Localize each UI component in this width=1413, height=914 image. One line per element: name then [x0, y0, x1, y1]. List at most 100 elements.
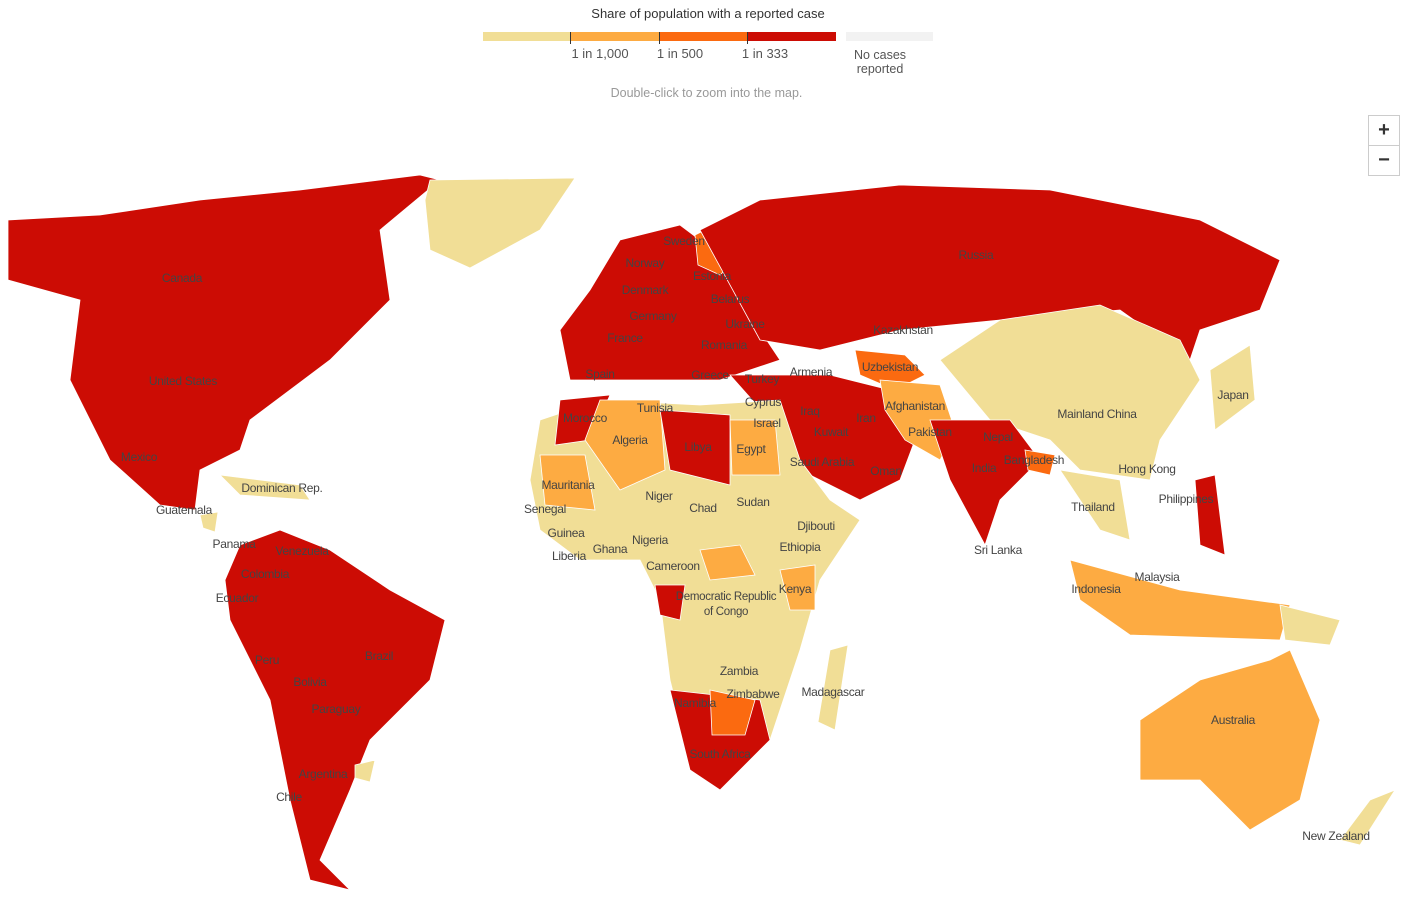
region: [1069, 559, 1291, 641]
country-label: South Africa: [689, 747, 751, 761]
country-label: Russia: [959, 248, 995, 262]
region: [199, 511, 219, 533]
region: [1209, 344, 1256, 431]
region: [654, 584, 686, 621]
region: [929, 419, 1041, 547]
country-label: Guatemala: [156, 503, 213, 517]
country-label: Democratic Republic of Congo: [676, 591, 777, 618]
country-label: Canada: [162, 271, 203, 285]
region: [584, 399, 666, 491]
country-label: New Zealand: [1302, 829, 1369, 843]
region: [224, 529, 446, 891]
country-label: Malaysia: [1135, 570, 1181, 584]
country-label: Zambia: [720, 664, 759, 678]
legend-swatch: [659, 32, 747, 41]
country-label: Sudan: [736, 495, 769, 509]
country-label: Nepal: [983, 430, 1013, 444]
region: [659, 409, 731, 486]
country-label: Turkey: [745, 372, 780, 386]
region: [1024, 449, 1056, 476]
region: [424, 177, 576, 269]
country-label: Niger: [645, 489, 672, 503]
country-label: Oman: [870, 464, 901, 478]
country-label: Namibia: [674, 696, 717, 710]
region: [1194, 474, 1226, 556]
region: [539, 454, 596, 511]
country-label: Panama: [213, 537, 257, 551]
legend-label: 1 in 333: [741, 46, 789, 61]
country-label: Australia: [1211, 713, 1256, 727]
note: Double-click to zoom into the map.: [610, 86, 803, 100]
region: [1139, 649, 1321, 831]
country-label: Ecuador: [216, 591, 259, 605]
country-label: Indonesia: [1071, 582, 1121, 596]
region: [1339, 789, 1397, 846]
country-label: Saudi Arabia: [790, 455, 855, 469]
country-label: France: [607, 331, 643, 345]
country-label: Bolivia: [293, 675, 327, 689]
country-label: Madagascar: [801, 685, 864, 699]
country-label: Greece: [691, 368, 729, 382]
country-label: Japan: [1217, 388, 1248, 402]
country-label: Israel: [753, 416, 781, 430]
country-label: Cyprus: [745, 395, 782, 409]
country-label: United States: [149, 374, 217, 388]
country-label: Paraguay: [312, 702, 361, 716]
country-label: Spain: [585, 367, 614, 381]
zoom-out[interactable]: −: [1368, 145, 1400, 176]
country-label: Kuwait: [814, 425, 849, 439]
country-label: Ethiopia: [780, 540, 822, 554]
country-label: Mauritania: [541, 478, 595, 492]
country-label: Uzbekistan: [862, 360, 918, 374]
country-label: Norway: [626, 256, 665, 270]
country-label: Bangladesh: [1004, 453, 1064, 467]
region: [699, 544, 756, 581]
country-label: Iran: [856, 411, 875, 425]
country-label: Germany: [629, 309, 677, 323]
legend-tick: [747, 32, 748, 44]
country-label: Senegal: [524, 502, 566, 516]
legend-label: 1 in 1,000: [571, 46, 629, 61]
country-label: Zimbabwe: [727, 687, 781, 701]
legend-swatch: [570, 32, 659, 41]
country-label: Venezuela: [275, 544, 329, 558]
legend-swatch: [747, 32, 836, 41]
region: [779, 564, 816, 611]
country-label: Mexico: [121, 450, 158, 464]
legend-swatch: [483, 32, 570, 41]
region: [709, 689, 756, 736]
legend-label: 1 in 500: [656, 46, 704, 61]
legend-title: Share of population with a reported case: [591, 6, 825, 21]
legend-swatch: [846, 32, 933, 41]
country-label: Liberia: [552, 549, 587, 563]
country-label: Nigeria: [632, 533, 669, 547]
country-label: Argentina: [299, 767, 348, 781]
country-label: Colombia: [241, 567, 290, 581]
region: [1279, 604, 1341, 646]
country-label: Sri Lanka: [974, 543, 1023, 557]
country-label: Egypt: [736, 442, 766, 456]
land: [7, 174, 1397, 891]
country-label: Kenya: [779, 582, 812, 596]
country-label: Estonia: [693, 269, 732, 283]
legend-label: No cases reported: [853, 48, 907, 76]
country-label: Morocco: [563, 411, 608, 425]
country-label: Afghanistan: [885, 399, 945, 413]
region: [7, 174, 441, 511]
country-label: Algeria: [612, 433, 648, 447]
country-label: Dominican Rep.: [241, 481, 322, 495]
country-label: Chile: [276, 790, 302, 804]
country-labels: Canada United States Mexico Guatemala Do…: [121, 234, 1370, 843]
country-label: Libya: [684, 440, 712, 454]
country-label: Chad: [689, 501, 717, 515]
country-label: Peru: [255, 653, 279, 667]
region: [817, 644, 849, 731]
country-label: Ghana: [593, 542, 628, 556]
country-label: Tunisia: [637, 401, 674, 415]
country-label: Kazakhstan: [873, 323, 933, 337]
country-label: Pakistan: [908, 425, 952, 439]
legend-tick: [570, 32, 571, 44]
country-label: Hong Kong: [1118, 462, 1175, 476]
country-label: Cameroon: [646, 559, 700, 573]
